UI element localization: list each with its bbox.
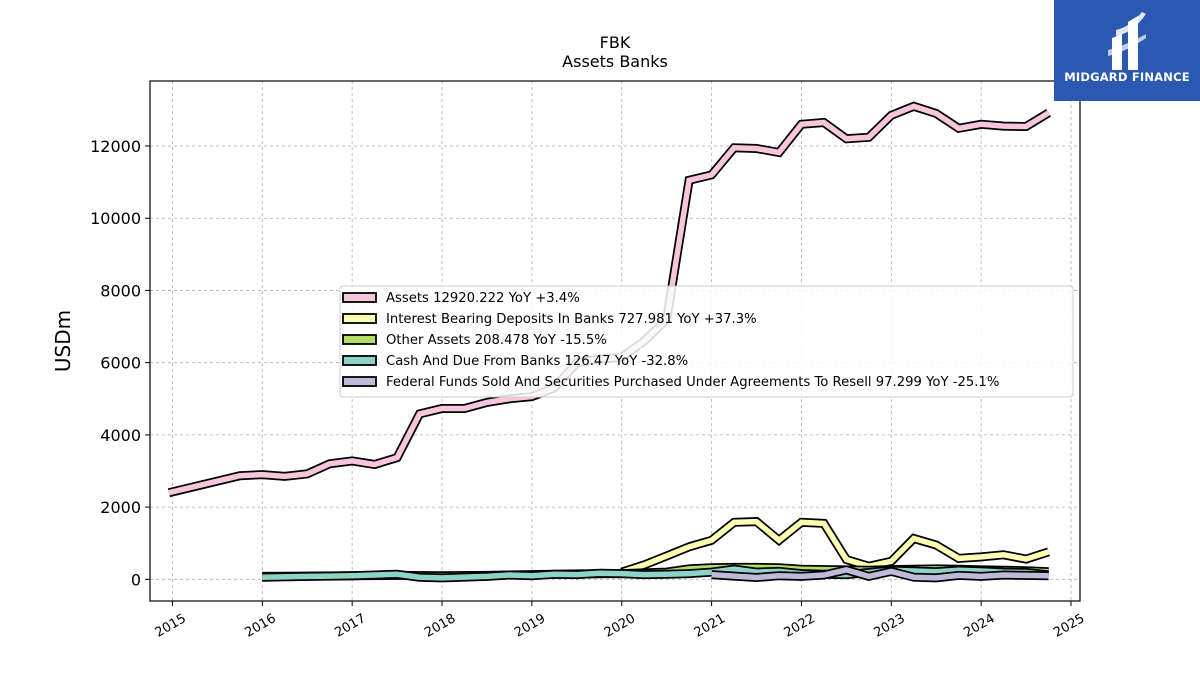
legend-swatch bbox=[342, 355, 377, 366]
plot-frame bbox=[149, 80, 1081, 602]
legend-swatch bbox=[342, 376, 377, 387]
logo-text: MIDGARD FINANCE bbox=[1064, 70, 1190, 84]
series-cash-and-due-from-banks bbox=[262, 564, 1050, 583]
legend-swatch bbox=[342, 313, 377, 324]
series-interest-bearing-deposits-in-banks bbox=[620, 517, 1050, 577]
legend-label: Cash And Due From Banks 126.47 YoY -32.8… bbox=[386, 354, 688, 369]
legend-label: Federal Funds Sold And Securities Purcha… bbox=[386, 375, 999, 390]
legend-label: Assets 12920.222 YoY +3.4% bbox=[386, 291, 580, 306]
chart-title: FBK bbox=[600, 33, 631, 52]
x-tick-label: 2015 bbox=[153, 611, 189, 641]
series-federal-funds-sold-and-securities-purchased-under-agreements-to-resell bbox=[711, 565, 1049, 583]
series-line bbox=[711, 567, 1049, 581]
legend: Assets 12920.222 YoY +3.4% Interest Beari… bbox=[339, 285, 1074, 398]
x-tick-label: 2021 bbox=[692, 611, 728, 641]
x-tick-label: 2023 bbox=[871, 611, 907, 641]
chart-subtitle: Assets Banks bbox=[562, 52, 668, 71]
y-tick-label: 10000 bbox=[90, 209, 141, 228]
legend-label: Interest Bearing Deposits In Banks 727.9… bbox=[386, 312, 757, 327]
y-tick-label: 2000 bbox=[100, 498, 141, 517]
x-tick-label: 2016 bbox=[242, 611, 278, 641]
y-tick-label: 12000 bbox=[90, 137, 141, 156]
legend-swatch bbox=[342, 292, 377, 303]
legend-box bbox=[339, 285, 1074, 398]
x-tick-label: 2025 bbox=[1051, 611, 1087, 641]
legend-label: Other Assets 208.478 YoY -15.5% bbox=[386, 333, 607, 348]
y-tick-label: 6000 bbox=[100, 354, 141, 373]
x-tick-label: 2024 bbox=[961, 611, 997, 641]
logo-mark-icon bbox=[1108, 12, 1146, 70]
x-tick-label: 2019 bbox=[512, 611, 548, 641]
series-line bbox=[620, 518, 1050, 575]
midgard-finance-logo: MIDGARD FINANCE bbox=[1054, 0, 1200, 101]
y-axis-ticks: 0 2000 4000 6000 8000 10000 12000 bbox=[90, 137, 150, 589]
x-tick-label: 2018 bbox=[422, 611, 458, 641]
y-tick-label: 4000 bbox=[100, 426, 141, 445]
legend-swatch bbox=[342, 334, 377, 345]
x-tick-label: 2017 bbox=[332, 611, 368, 641]
x-axis-ticks: 2015 2016 2017 2018 2019 2020 2021 2022 2023 2024… bbox=[153, 601, 1087, 641]
x-tick-label: 2022 bbox=[782, 611, 818, 641]
y-tick-label: 8000 bbox=[100, 281, 141, 300]
y-axis-label: USDm bbox=[51, 310, 75, 372]
series-line bbox=[262, 566, 1049, 581]
x-tick-label: 2020 bbox=[602, 611, 638, 641]
y-tick-label: 0 bbox=[131, 570, 141, 589]
